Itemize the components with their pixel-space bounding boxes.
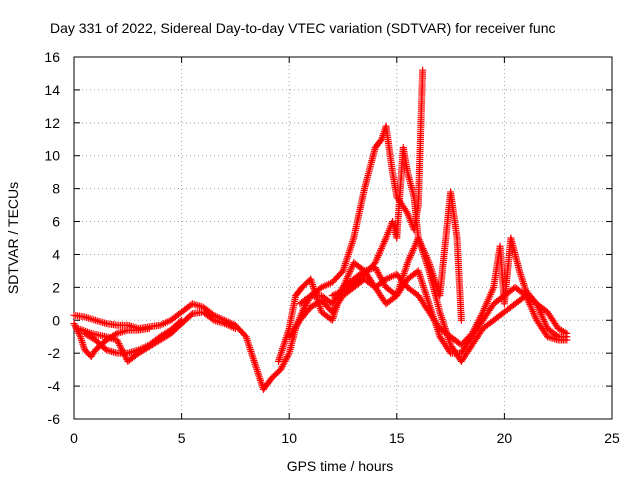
data-point [278,362,286,370]
y-tick-label: 2 [52,279,60,295]
y-tick-label: 4 [52,246,60,262]
data-point [76,331,84,339]
x-tick-label: 0 [70,430,78,446]
y-tick-label: 8 [52,181,60,197]
axis-ticks: 0 5 10 15 20 25 -6 -4 -2 0 2 4 6 8 10 12 14 16 [44,49,620,446]
y-tick-label: 10 [44,148,60,164]
data-point [419,66,427,74]
data-point [301,303,309,311]
data-point [178,316,186,324]
y-axis-label: SDTVAR / TECUs [5,182,21,294]
data-point [377,137,385,145]
x-tick-label: 5 [178,430,186,446]
data-point [282,356,290,364]
data-point [563,329,571,337]
grid [74,57,612,419]
y-tick-label: 6 [52,214,60,230]
series-track-4 [81,316,186,357]
y-tick-label: 14 [44,82,60,98]
data-point [302,301,310,309]
data-point [457,316,465,324]
series-track-8 [274,259,571,365]
data-point [277,364,285,372]
series-track-5 [296,66,427,308]
y-tick-label: 12 [44,115,60,131]
data-point [70,320,78,328]
data-point [187,311,195,319]
x-tick-label: 10 [281,430,297,446]
data-point [283,354,291,362]
x-tick-label: 20 [497,430,513,446]
x-axis-label: GPS time / hours [287,458,394,474]
y-tick-label: -2 [48,345,61,361]
data-point [283,352,291,360]
data-point [284,351,292,359]
y-tick-label: -6 [48,411,61,427]
y-tick-label: 16 [44,49,60,65]
data-point [71,321,79,329]
x-tick-label: 15 [389,430,405,446]
data-point [231,325,239,332]
chart-title: Day 331 of 2022, Sidereal Day-to-day VTE… [50,20,556,36]
data-point [279,361,287,369]
data-point [208,315,216,323]
data-point [277,366,285,374]
y-tick-label: 0 [52,312,60,328]
plot-frame [73,56,613,420]
data-point [281,357,289,365]
data-point [145,325,153,332]
series-track-6 [328,144,465,324]
data-point [563,336,571,344]
data-point [280,359,288,367]
x-tick-label: 25 [604,430,620,446]
y-tick-label: -4 [48,378,61,394]
data-point [176,318,184,326]
data-points [70,66,571,393]
data-point [561,328,569,336]
